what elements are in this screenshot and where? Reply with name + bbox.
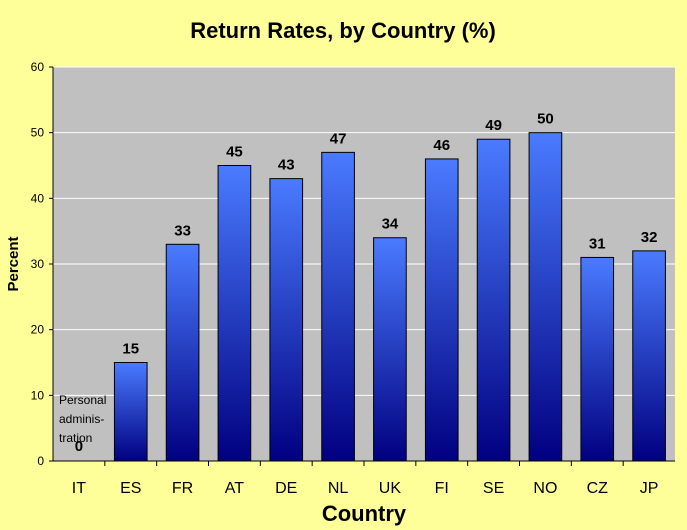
y-axis-title: Percent	[5, 236, 22, 291]
category-label: FI	[435, 480, 449, 497]
bar-at	[217, 165, 252, 462]
bar-no	[528, 132, 563, 462]
y-tick-label: 10	[31, 388, 45, 402]
bar-fr	[165, 243, 200, 462]
bar-se	[476, 138, 511, 462]
chart-title: Return Rates, by Country (%)	[190, 18, 496, 43]
y-tick-label: 60	[31, 60, 45, 74]
bar-jp	[632, 250, 666, 462]
data-label: 15	[122, 341, 139, 358]
annotation-line: tration	[59, 431, 92, 445]
category-label: IT	[72, 480, 86, 497]
annotation-line: adminis-	[59, 412, 104, 426]
category-label: DE	[275, 480, 297, 497]
category-label: UK	[379, 480, 402, 497]
data-label: 0	[75, 438, 83, 455]
bar-uk	[373, 237, 407, 462]
data-label: 31	[589, 235, 606, 252]
bar-cz	[580, 256, 615, 462]
category-label: AT	[225, 480, 244, 497]
y-tick-label: 30	[31, 257, 45, 271]
data-label: 47	[330, 130, 347, 147]
y-tick-label: 20	[31, 323, 45, 337]
data-label: 32	[641, 229, 658, 246]
annotation-line: Personal	[59, 393, 106, 407]
y-tick-label: 0	[37, 454, 44, 468]
category-label: SE	[483, 480, 504, 497]
bar-de	[269, 178, 304, 462]
x-axis-title: Country	[322, 501, 407, 526]
plot-area: 0 10 20 30 40 50 60 IT 0 ES 15 FR 33 AT 45 DE 43 NL 47 UK 34…	[31, 60, 675, 497]
category-label: FR	[172, 480, 193, 497]
category-label: NO	[533, 480, 557, 497]
data-label: 43	[278, 157, 295, 174]
data-label: 50	[537, 111, 554, 128]
data-label: 34	[382, 216, 399, 233]
category-label: ES	[120, 480, 141, 497]
data-label: 49	[485, 117, 502, 134]
category-label: JP	[640, 480, 659, 497]
category-label: NL	[328, 480, 349, 497]
bar-fi	[424, 158, 459, 462]
bar-nl	[321, 151, 355, 462]
bar-es	[113, 362, 148, 462]
data-label: 45	[226, 144, 243, 161]
data-label: 46	[433, 137, 450, 154]
data-label: 33	[174, 222, 191, 239]
y-tick-label: 50	[31, 126, 45, 140]
y-tick-label: 40	[31, 191, 45, 205]
category-label: CZ	[587, 480, 609, 497]
